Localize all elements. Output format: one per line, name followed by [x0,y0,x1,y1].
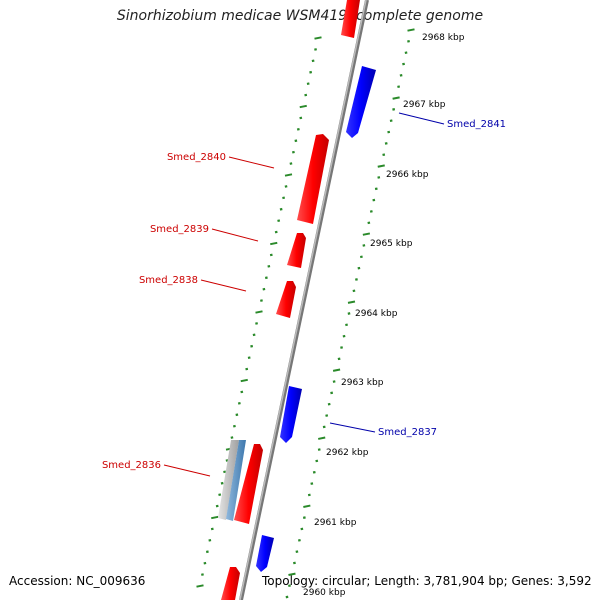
tick-label: 2967 kbp [403,100,446,110]
tick-labels: 2968 kbp 2967 kbp 2966 kbp 2965 kbp 2964 kbp… [303,33,465,598]
major-tick [303,504,311,508]
major-tick [240,378,248,383]
map-title: Sinorhizobium medicae WSM419, complete g… [116,8,484,24]
major-tick [255,310,263,314]
major-tick [347,300,356,304]
tick-label: 2968 kbp [422,33,465,43]
tick-label: 2966 kbp [386,170,429,180]
gene-label-smed-2839[interactable]: Smed_2839 [150,224,209,235]
label-leader [329,422,376,433]
gene-smed-2837[interactable] [280,386,302,443]
tick-label: 2960 kbp [303,588,346,598]
gene-smed-2841[interactable] [346,66,376,138]
gene-smed-2840[interactable] [297,134,329,224]
genome-backbone-highlight [239,0,367,600]
gene-smed-2838[interactable] [276,281,296,318]
genome-summary: Topology: circular; Length: 3,781,904 bp… [262,574,592,588]
major-tick [392,96,400,100]
forward-gene[interactable] [221,567,240,600]
gene-label-smed-2838[interactable]: Smed_2838 [139,275,198,286]
label-leader [163,464,211,477]
label-leader [398,112,445,125]
major-tick [270,241,278,246]
tick-label: 2965 kbp [370,239,413,249]
major-tick [284,173,293,177]
tick-label: 2962 kbp [326,448,369,458]
gene-label-smed-2841[interactable]: Smed_2841 [447,119,506,130]
tick-label: 2964 kbp [355,309,398,319]
gene-label-smed-2836[interactable]: Smed_2836 [102,460,161,471]
major-tick [299,104,307,109]
major-tick [196,584,204,588]
gene-label-smed-2837[interactable]: Smed_2837 [378,427,437,438]
forward-gene[interactable] [341,0,360,38]
tick-label: 2961 kbp [314,518,357,528]
major-tick [288,572,296,577]
genome-backbone [239,0,369,600]
outer-tick-track [285,28,415,599]
major-tick [362,232,371,236]
gene-labels: Smed_2841 Smed_2840 Smed_2839 Smed_2838 … [102,112,506,477]
major-tick [211,515,219,520]
major-tick [314,36,322,40]
major-tick [377,164,385,168]
accession-label: Accession: NC_009636 [9,574,146,588]
label-leader [200,279,247,292]
gene-smed-2836[interactable] [234,444,263,524]
gene-smed-2839[interactable] [287,233,306,268]
major-tick [407,28,415,32]
label-leader [211,228,259,242]
gene-label-smed-2840[interactable]: Smed_2840 [167,152,226,163]
inner-tick-track [196,36,322,588]
rna-feature[interactable] [226,440,246,521]
rna-feature[interactable] [218,440,239,520]
major-tick [318,436,326,440]
gene-features [218,0,376,600]
major-tick [332,368,341,372]
reverse-gene[interactable] [256,535,274,572]
tick-label: 2963 kbp [341,378,384,388]
label-leader [228,156,275,169]
